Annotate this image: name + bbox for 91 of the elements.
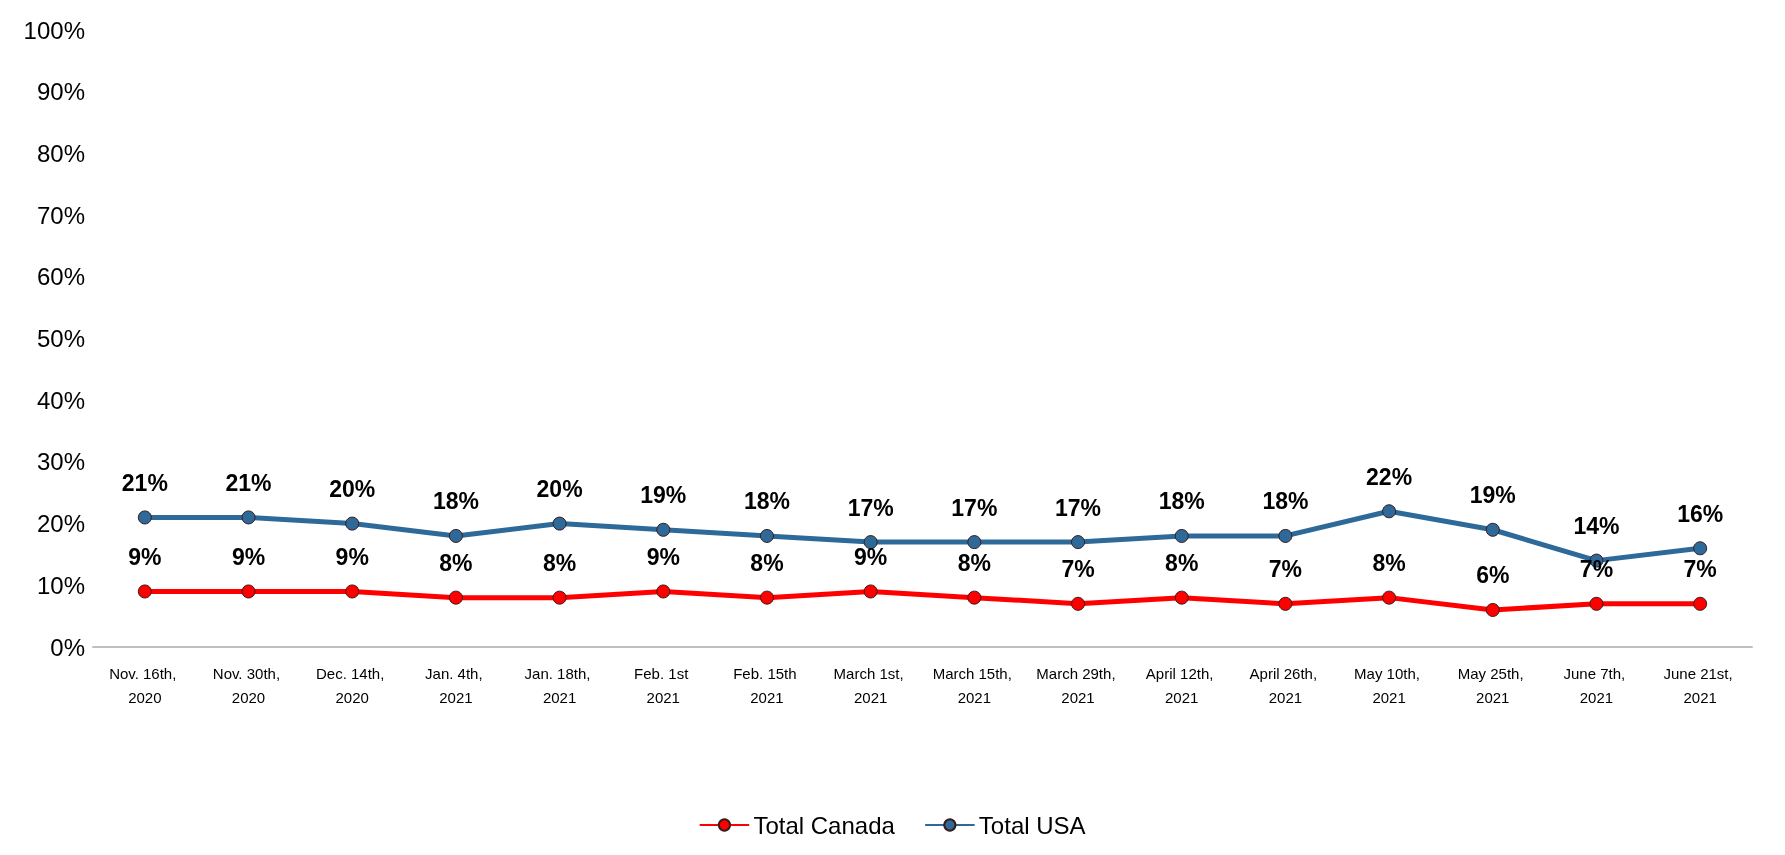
point [759,590,774,605]
point [863,584,878,599]
data-label: 7% [1061,556,1095,583]
x-tick-label: March 1st, 2021 [833,664,908,706]
data-label: 8% [1372,550,1406,577]
y-tick-label: 70% [36,201,85,229]
point [1382,504,1397,519]
x-tick-label: April 26th, 2021 [1249,664,1322,706]
y-tick-label: 90% [36,78,85,106]
data-label: 8% [957,550,991,577]
point [967,535,982,550]
point [345,516,360,531]
x-tick-label: April 12th, 2021 [1145,664,1218,706]
x-tick-label: June 21st, 2021 [1663,664,1737,706]
point [448,590,463,605]
y-tick-label: 40% [36,386,85,414]
point [1174,590,1189,605]
data-label: 7% [1268,556,1303,583]
point [759,528,774,543]
data-label: 21% [225,469,272,496]
data-label: 9% [128,543,162,570]
point [1174,528,1189,543]
x-tick-label: Feb. 15th 2021 [733,664,801,706]
legend-label: Total Canada [753,811,896,839]
data-label: 17% [951,494,998,521]
point [1071,596,1086,611]
point [345,584,360,599]
data-label: 8% [750,550,784,577]
data-label: 9% [231,543,266,570]
point [552,516,567,531]
point [656,522,671,537]
x-tick-label: March 15th, 2021 [932,664,1017,706]
point [967,590,982,605]
x-tick-label: Nov. 16th, 2020 [109,664,181,706]
point [241,510,256,525]
x-tick-label: Jan. 18th, 2021 [524,664,595,706]
x-tick-label: Dec. 14th, 2020 [315,664,389,706]
data-label: 18% [1158,488,1205,515]
y-tick-label: 100% [23,16,85,44]
data-label: 14% [1573,513,1620,540]
data-label: 8% [439,550,473,577]
data-label: 21% [121,469,168,496]
y-tick-label: 50% [36,325,85,352]
data-label: 6% [1476,562,1510,589]
y-tick-label: 10% [36,571,85,599]
x-tick-label: June 7th, 2021 [1563,664,1630,706]
point [1693,541,1708,556]
x-tick-label: May 10th, 2021 [1354,664,1425,706]
data-label: 19% [1469,482,1516,509]
data-label: 19% [640,482,687,509]
data-label: 17% [847,494,894,521]
data-label: 9% [646,543,680,570]
x-tick-label: Jan. 4th, 2021 [425,664,487,706]
y-tick-label: 30% [36,448,85,476]
point [1071,535,1086,550]
data-label: 18% [1262,488,1309,515]
data-label: 17% [1055,494,1102,521]
legend-label: Total USA [978,811,1086,839]
point [1382,590,1397,605]
data-label: 18% [432,488,479,515]
point [1693,596,1708,611]
y-tick-label: 20% [36,510,85,538]
point [448,528,463,543]
data-label: 9% [335,543,369,570]
point [1485,602,1500,617]
data-label: 8% [542,550,577,577]
x-tick-label: Nov. 30th, 2020 [212,664,285,706]
point [1278,596,1293,611]
data-label: 7% [1683,556,1717,583]
data-label: 18% [743,488,790,515]
y-tick-label: 80% [36,139,85,167]
data-label: 7% [1579,556,1614,583]
data-label: 9% [854,543,888,570]
point [241,584,256,599]
point [1278,528,1293,543]
point [552,590,567,605]
y-tick-label: 0% [50,633,85,661]
point [1589,596,1604,611]
y-tick-label: 60% [36,263,85,291]
point [137,584,152,599]
x-tick-label: March 29th, 2021 [1036,664,1120,706]
data-label: 20% [536,476,583,503]
data-label: 8% [1165,550,1199,577]
x-tick-label: May 25th, 2021 [1457,664,1528,706]
data-label: 16% [1677,500,1724,527]
point [137,510,152,525]
point [1485,522,1500,537]
x-tick-label: Feb. 1st 2021 [634,664,693,706]
point [656,584,671,599]
data-label: 20% [329,476,376,503]
data-label: 22% [1366,463,1413,490]
